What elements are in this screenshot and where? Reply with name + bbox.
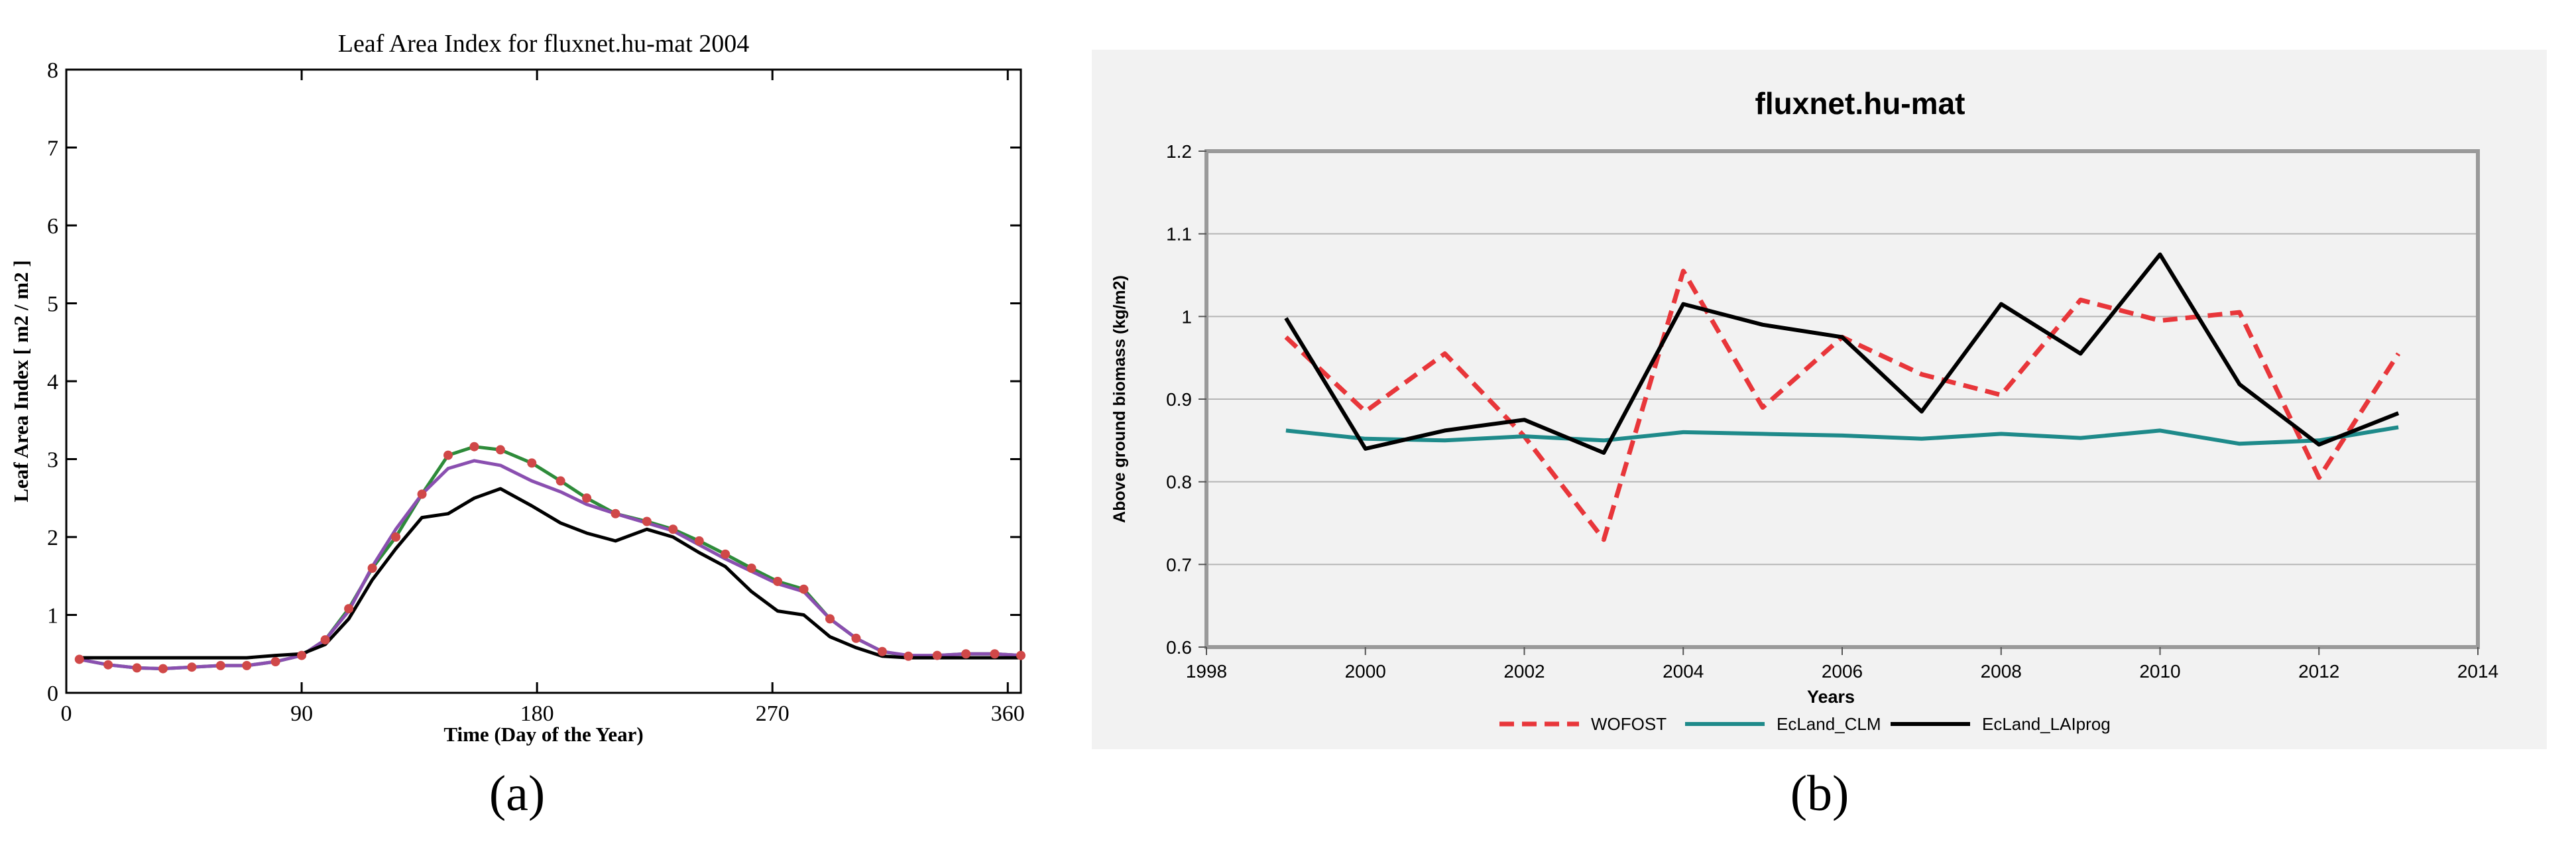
panel-a-plot-frame [65, 68, 1022, 694]
data-point [694, 536, 704, 546]
y-tick-label: 7 [47, 137, 58, 161]
panel-b-legend: WOFOST EcLand_CLM EcLand_LAIprog [1499, 714, 2111, 734]
x-tick-label: 360 [991, 701, 1025, 726]
data-point [158, 664, 168, 674]
x-tick-label: 2012 [2298, 661, 2339, 682]
panel-a-x-axis-label: Time (Day of the Year) [443, 723, 643, 746]
panel-a-series [74, 442, 1025, 674]
y-tick-label: 8 [47, 58, 58, 83]
y-tick-label: 4 [47, 370, 58, 394]
data-point [961, 649, 971, 659]
x-tick-label: 1998 [1186, 661, 1227, 682]
data-point [904, 651, 913, 661]
data-point [495, 445, 505, 455]
y-tick-label: 0.7 [1166, 554, 1192, 575]
y-tick-label: 0.8 [1166, 472, 1192, 493]
panel-a: Leaf Area Index for fluxnet.hu-mat 2004 … [9, 30, 1025, 821]
data-point [74, 654, 84, 664]
data-point [469, 442, 479, 451]
data-point [721, 549, 731, 559]
data-point [932, 650, 942, 660]
y-tick-label: 0 [47, 682, 58, 706]
y-tick-label: 6 [47, 214, 58, 239]
data-point [611, 509, 620, 518]
data-point [187, 662, 197, 672]
x-tick-label: 2014 [2457, 661, 2498, 682]
y-tick-label: 1 [1181, 306, 1192, 327]
data-point [556, 476, 565, 486]
data-point [642, 516, 652, 526]
legend-label-EcLand_LAIprog: EcLand_LAIprog [1982, 714, 2111, 734]
x-tick-label: 2000 [1345, 661, 1386, 682]
data-point [668, 524, 678, 534]
panel-b-title: fluxnet.hu-mat [1755, 86, 1965, 121]
panel-b-y-axis: 0.6 0.7 0.8 0.9 1 1.1 1.2 [1166, 141, 1206, 658]
data-point [582, 493, 592, 503]
y-tick-label: 3 [47, 448, 58, 473]
legend-label-EcLand_CLM: EcLand_CLM [1777, 714, 1881, 734]
panel-b-series [1284, 252, 2401, 542]
series-line-EcLand_LAIprog [1284, 252, 2400, 455]
x-tick-label: 270 [756, 701, 790, 726]
data-point [990, 649, 1000, 659]
x-tick-label: 2002 [1503, 661, 1545, 682]
series-line-black [79, 487, 1021, 660]
y-tick-label: 0.9 [1166, 389, 1192, 410]
data-point [391, 532, 401, 542]
x-tick-label: 180 [520, 701, 554, 726]
y-tick-label: 2 [47, 526, 58, 550]
x-tick-label: 90 [290, 701, 313, 726]
series-line-EcLand_CLM [1285, 425, 2399, 446]
data-point [851, 633, 861, 643]
data-point [773, 576, 783, 586]
data-point [297, 650, 307, 660]
x-tick-label: 2004 [1663, 661, 1704, 682]
y-tick-label: 1.2 [1166, 141, 1192, 162]
panel-b-x-axis-label: Years [1807, 687, 1855, 707]
data-point [746, 564, 756, 573]
data-point [417, 489, 427, 499]
data-point [320, 635, 330, 645]
data-point [1016, 650, 1025, 660]
data-point [344, 604, 354, 614]
panel-b: fluxnet.hu-mat 0.6 0.7 0.8 0.9 1 1.1 1.2 1998 2… [1092, 50, 2547, 821]
x-tick-label: 2008 [1981, 661, 2022, 682]
data-point [367, 564, 377, 573]
y-tick-label: 1 [47, 604, 58, 629]
panel-b-label: (b) [1790, 766, 1849, 821]
data-point [443, 450, 453, 460]
data-point [215, 660, 225, 670]
data-point [799, 584, 809, 594]
panel-b-x-axis: 1998 2000 2002 2004 2006 2008 2010 2012 2014 [1186, 647, 2498, 682]
data-point [270, 657, 280, 666]
y-tick-label: 0.6 [1166, 637, 1192, 658]
x-tick-label: 0 [61, 701, 72, 726]
series-line-green-markers [79, 445, 1022, 671]
panel-a-title: Leaf Area Index for fluxnet.hu-mat 2004 [338, 30, 749, 58]
x-tick-label: 2010 [2139, 661, 2180, 682]
panel-a-y-axis: 0 1 2 3 4 5 6 7 8 [47, 58, 1021, 706]
data-point [132, 663, 142, 673]
panel-b-y-axis-label: Above ground biomass (kg/m2) [1110, 275, 1129, 523]
legend-label-WOFOST: WOFOST [1591, 714, 1667, 734]
y-tick-label: 5 [47, 292, 58, 317]
data-point [877, 646, 887, 656]
x-tick-label: 2006 [1822, 661, 1863, 682]
panel-a-y-axis-label: Leaf Area Index [ m2 / m2 ] [9, 260, 32, 502]
data-point [103, 660, 113, 670]
data-point [242, 660, 252, 670]
data-point [825, 614, 835, 624]
series-line-purple [79, 459, 1022, 671]
panel-a-label: (a) [489, 766, 545, 821]
data-point [527, 458, 537, 468]
y-tick-label: 1.1 [1166, 224, 1192, 245]
panel-a-x-axis: 0 90 180 270 360 [61, 70, 1025, 726]
